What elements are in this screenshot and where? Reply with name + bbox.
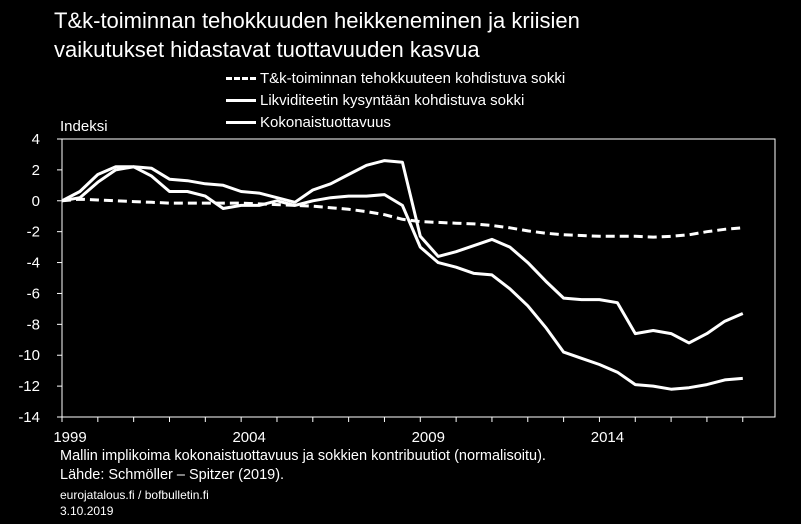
series-line-1 [61, 197, 743, 239]
y-tick-label: 4 [32, 131, 40, 148]
series-line-3 [61, 165, 743, 391]
y-tick-label: -8 [27, 316, 40, 333]
x-tick-label: 2004 [232, 429, 265, 446]
footer-date: 3.10.2019 [60, 504, 114, 518]
y-tick-label: -12 [18, 378, 40, 395]
y-tick-label: -4 [27, 255, 40, 272]
y-tick-label: 0 [32, 193, 40, 210]
y-tick-label: -10 [18, 347, 40, 364]
legend-item-tfp: Kokonaistuottavuus [226, 111, 565, 133]
footer-source: Lähde: Schmöller – Spitzer (2019). [60, 467, 285, 483]
series-line-2 [61, 159, 744, 345]
chart-title-line-2: vaikutukset hidastavat tuottavuuden kasv… [54, 37, 480, 62]
chart-title-line-1: T&k-toiminnan tehokkuuden heikkeneminen … [54, 8, 580, 33]
y-tick-label: -6 [27, 285, 40, 302]
legend-swatch-solid [226, 120, 256, 124]
x-tick-label: 2014 [591, 429, 624, 446]
y-tick-label: -2 [27, 224, 40, 241]
plot-frame [61, 138, 776, 418]
legend-label: Kokonaistuottavuus [260, 113, 391, 131]
legend-item-liquidity-shock: Likviditeetin kysyntään kohdistuva sokki [226, 89, 565, 111]
y-axis-label: Indeksi [60, 118, 108, 135]
chart-title: T&k-toiminnan tehokkuuden heikkeneminen … [54, 6, 794, 64]
legend-swatch-solid [226, 98, 256, 102]
legend-label: Likviditeetin kysyntään kohdistuva sokki [260, 91, 525, 109]
legend-label: T&k-toiminnan tehokkuuteen kohdistuva so… [260, 69, 566, 87]
y-tick-label: 2 [32, 162, 40, 179]
legend-swatch-dashed [226, 76, 256, 80]
footer-site: eurojatalous.fi / bofbulletin.fi [60, 488, 209, 502]
x-tick-label: 1999 [53, 429, 86, 446]
legend-item-rd-shock: T&k-toiminnan tehokkuuteen kohdistuva so… [226, 67, 565, 89]
footer-note: Mallin implikoima kokonaistuottavuus ja … [60, 448, 546, 464]
y-tick-label: -14 [18, 409, 40, 426]
legend: T&k-toiminnan tehokkuuteen kohdistuva so… [226, 67, 565, 133]
x-tick-label: 2009 [412, 429, 445, 446]
